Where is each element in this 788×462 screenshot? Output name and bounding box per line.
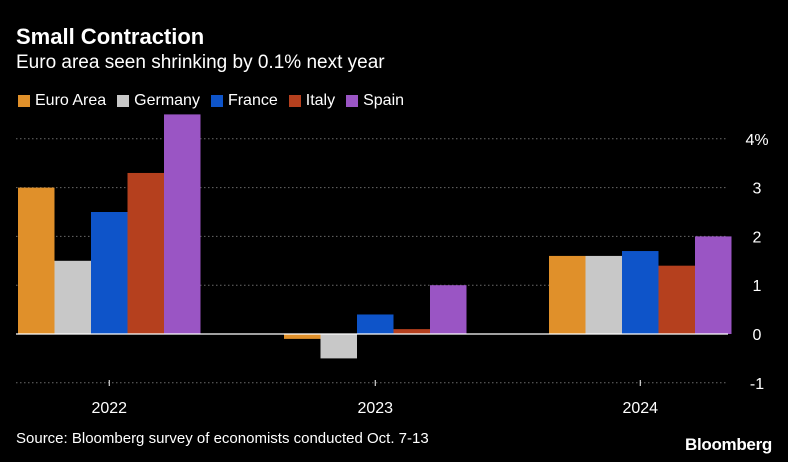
legend-swatch [346,95,359,107]
chart-title: Small Contraction [16,24,205,49]
x-tick-label: 2024 [622,400,658,417]
bar-germany-2022 [54,260,91,334]
bar-germany-2024 [585,255,622,334]
legend-label: Germany [134,92,200,109]
x-tick-label: 2023 [357,400,393,417]
y-tick-label: 2 [753,229,762,246]
bar-france-2022 [91,212,128,334]
legend-label: Spain [363,92,405,109]
bar-spain-2024 [695,236,732,334]
legend-item-euro-area: Euro Area [18,92,106,110]
bar-italy-2023 [393,329,430,334]
legend-swatch [18,95,30,107]
bar-germany-2023 [320,334,357,359]
bar-france-2023 [357,314,394,334]
legend-swatch [288,95,301,107]
legend-swatch [210,95,223,107]
legend-label: Euro Area [35,92,107,109]
chart-subtitle: Euro area seen shrinking by 0.1% next ye… [16,52,385,73]
legend-item-france: France [210,92,278,110]
bar-euro-area-2023 [284,334,321,339]
y-tick-label: 0 [753,327,762,344]
y-tick-label: -1 [750,376,764,393]
bar-spain-2022 [164,114,201,335]
y-tick-label: 1 [753,278,762,295]
bar-spain-2023 [430,285,467,334]
legend-item-spain: Spain [346,92,404,110]
source-note: Source: Bloomberg survey of economists c… [16,430,429,447]
legend-label: Italy [305,92,336,109]
legend: Euro Area Germany France Italy Spain [18,92,415,110]
bar-france-2024 [622,251,659,334]
legend-label: France [227,92,278,109]
legend-item-germany: Germany [117,92,200,110]
y-tick-label: 4% [745,132,768,149]
y-tick-label: 3 [753,181,762,198]
bar-euro-area-2024 [549,255,586,334]
bar-italy-2024 [658,265,695,334]
bar-euro-area-2022 [18,187,55,334]
bloomberg-logo: Bloomberg [684,435,772,454]
x-tick-label: 2022 [91,400,127,417]
legend-swatch [117,95,130,107]
bar-italy-2022 [127,172,164,334]
legend-item-italy: Italy [288,92,336,110]
